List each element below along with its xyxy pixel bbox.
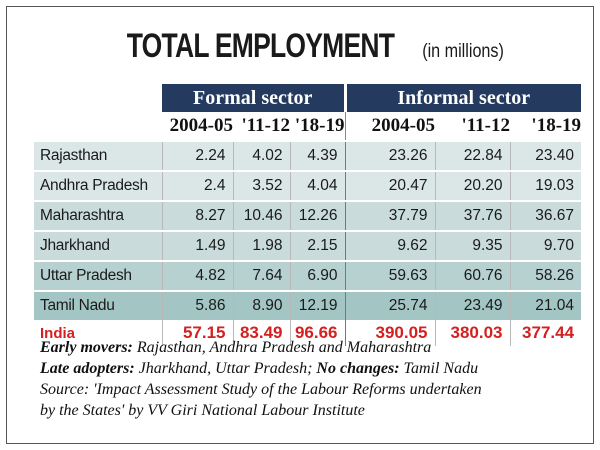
total-value: 377.44: [509, 320, 582, 346]
year-header: '18-19: [294, 115, 345, 136]
total-value: 83.49: [232, 320, 290, 346]
table-row: Rajasthan 2.24 4.02 4.39 23.26 22.84 23.40: [34, 140, 582, 171]
table-cell: 58.26: [509, 260, 582, 291]
table-cell: 3.52: [232, 170, 290, 201]
total-value: 390.05: [344, 320, 435, 346]
note-late-adopters: Late adopters: Jharkhand, Uttar Pradesh;…: [40, 358, 580, 379]
note-early-movers: Early movers: Rajasthan, Andhra Pradesh …: [40, 337, 580, 358]
table-cell: 1.49: [161, 230, 233, 261]
state-label: Tamil Nadu: [34, 290, 162, 320]
table-cell: 22.84: [434, 140, 510, 171]
note-early-text: Rajasthan, Andhra Pradesh and Maharashtr…: [136, 339, 432, 356]
year-header: '11-12: [461, 115, 510, 136]
table-cell: 2.24: [161, 140, 233, 171]
table-row: Uttar Pradesh 4.82 7.64 6.90 59.63 60.76 58.26: [34, 260, 582, 291]
table-cell: 8.27: [161, 200, 233, 231]
table-row: Maharashtra 8.27 10.46 12.26 37.79 37.76 36.67: [34, 200, 582, 231]
year-header: '11-12: [241, 115, 290, 136]
total-value: 96.66: [289, 320, 345, 346]
table-cell: 9.70: [509, 230, 582, 261]
table-cell: 21.04: [509, 290, 582, 320]
table-cell: 8.90: [232, 290, 290, 320]
table-cell: 4.82: [161, 260, 233, 291]
chart-unit: (in millions): [421, 41, 504, 62]
table-cell: 12.19: [289, 290, 345, 320]
table-body: Rajasthan 2.24 4.02 4.39 23.26 22.84 23.40 Andh…: [34, 140, 582, 346]
table-cell: 7.64: [232, 260, 290, 291]
table-cell: 9.35: [434, 230, 510, 261]
note-late-label: Late adopters:: [40, 360, 135, 377]
state-label: Jharkhand: [34, 230, 162, 261]
table-cell: 37.79: [344, 200, 435, 231]
group-header-blank: [34, 84, 162, 112]
table-cell: 4.04: [289, 170, 345, 201]
year-header: '18-19: [531, 115, 582, 136]
table-cell: 4.39: [289, 140, 345, 171]
note-nochange-text: Tamil Nadu: [403, 360, 479, 377]
table-cell: 23.49: [434, 290, 510, 320]
note-early-label: Early movers:: [40, 339, 133, 356]
title-row: TOTAL EMPLOYMENT (in millions): [7, 27, 593, 66]
infographic-frame: TOTAL EMPLOYMENT (in millions) Formal se…: [6, 6, 594, 444]
table-row: Jharkhand 1.49 1.98 2.15 9.62 9.35 9.70: [34, 230, 582, 261]
state-label: Uttar Pradesh: [34, 260, 162, 291]
source-line-2: by the States' by VV Giri National Labou…: [40, 402, 365, 419]
year-header: 2004-05: [344, 112, 435, 141]
table-cell: 59.63: [344, 260, 435, 291]
year-header-blank: [34, 112, 162, 141]
state-label: Rajasthan: [34, 140, 162, 171]
table-cell: 37.76: [434, 200, 510, 231]
year-header: 2004-05: [169, 115, 233, 136]
chart-title: TOTAL EMPLOYMENT: [127, 27, 395, 65]
group-header-formal: Formal sector: [162, 84, 345, 112]
group-header-informal: Informal sector: [343, 84, 582, 112]
table-cell: 19.03: [509, 170, 582, 201]
table-cell: 20.20: [434, 170, 510, 201]
group-header-row: Formal sector Informal sector: [34, 84, 582, 112]
table-cell: 12.26: [289, 200, 345, 231]
year-header-row: 2004-05 '11-12 '18-19 2004-05 '11-12 '18…: [34, 112, 581, 141]
table-row: Andhra Pradesh 2.4 3.52 4.04 20.47 20.20 19.03: [34, 170, 582, 201]
note-nochange-label: No changes:: [316, 360, 400, 377]
table-cell: 2.15: [289, 230, 345, 261]
total-label: India: [34, 320, 162, 346]
table-cell: 36.67: [509, 200, 582, 231]
table-cell: 2.4: [161, 170, 233, 201]
table-cell: 6.90: [289, 260, 345, 291]
employment-table: Formal sector Informal sector 2004-05 '1…: [34, 84, 582, 346]
table-cell: 25.74: [344, 290, 435, 320]
table-cell: 20.47: [344, 170, 435, 201]
table-cell: 60.76: [434, 260, 510, 291]
table-cell: 23.40: [509, 140, 582, 171]
table-cell: 1.98: [232, 230, 290, 261]
table-row: Tamil Nadu 5.86 8.90 12.19 25.74 23.49 21.04: [34, 290, 582, 320]
table-cell: 23.26: [344, 140, 435, 171]
source-line-1: Source: 'Impact Assessment Study of the …: [40, 381, 482, 398]
state-label: Maharashtra: [34, 200, 162, 231]
state-label: Andhra Pradesh: [34, 170, 162, 201]
total-row: India 57.15 83.49 96.66 390.05 380.03 37…: [34, 320, 582, 346]
table-cell: 9.62: [344, 230, 435, 261]
table-cell: 5.86: [161, 290, 233, 320]
notes-block: Early movers: Rajasthan, Andhra Pradesh …: [40, 337, 580, 421]
note-late-text: Jharkhand, Uttar Pradesh;: [138, 360, 313, 377]
total-value: 57.15: [161, 320, 233, 346]
total-value: 380.03: [434, 320, 510, 346]
table-cell: 10.46: [232, 200, 290, 231]
table-cell: 4.02: [232, 140, 290, 171]
